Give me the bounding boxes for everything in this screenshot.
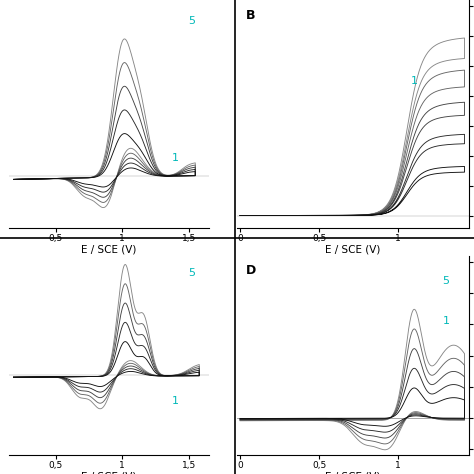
Text: 5: 5 <box>442 276 449 286</box>
Text: 5: 5 <box>189 16 196 26</box>
X-axis label: E / SCE (V): E / SCE (V) <box>82 472 137 474</box>
X-axis label: E / SCE (V): E / SCE (V) <box>326 472 381 474</box>
X-axis label: E / SCE (V): E / SCE (V) <box>326 244 381 254</box>
Text: 5: 5 <box>189 268 196 278</box>
Text: D: D <box>246 264 256 277</box>
Text: 1: 1 <box>172 153 178 163</box>
Text: B: B <box>246 9 256 22</box>
Text: 1: 1 <box>442 316 449 327</box>
X-axis label: E / SCE (V): E / SCE (V) <box>82 244 137 254</box>
Text: 1: 1 <box>172 396 178 406</box>
Text: 1: 1 <box>411 76 418 86</box>
